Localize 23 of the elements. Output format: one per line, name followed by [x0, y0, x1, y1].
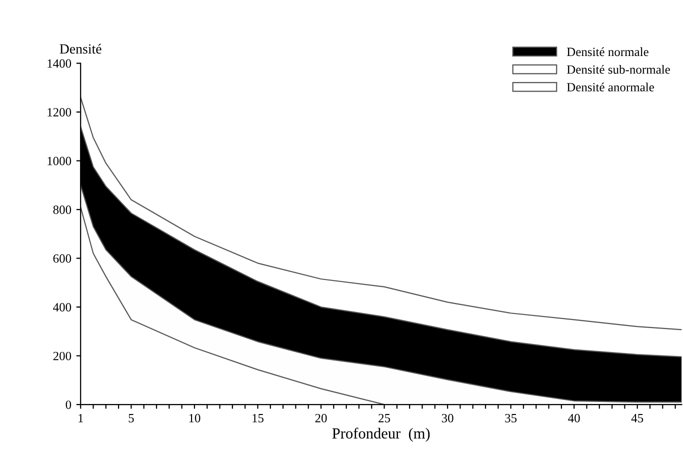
y-tick-label: 0: [66, 400, 72, 409]
y-tick-label: 1200: [48, 108, 72, 116]
y-tick-label: 800: [53, 206, 72, 214]
x-tick-label: 10: [189, 414, 200, 422]
x-tick-label: 5: [128, 414, 134, 422]
y-tick-label: 1000: [48, 156, 72, 166]
legend-label: Densité sub-normale: [566, 64, 670, 74]
x-tick-label: 30: [442, 414, 454, 422]
y-tick-label: 200: [53, 352, 72, 360]
legend-label: Densité normale: [566, 47, 648, 56]
y-axis-title: Densité: [60, 44, 102, 54]
x-tick-label: 1: [78, 414, 83, 422]
x-tick-label: 35: [505, 414, 517, 422]
y-tick-label: 600: [53, 254, 72, 263]
x-tick-label: 15: [252, 414, 264, 422]
x-tick-label: 20: [315, 414, 327, 422]
y-tick-label: 1400: [48, 59, 72, 68]
x-tick-label: 25: [378, 414, 390, 422]
x-axis-title: Profondeur (m): [332, 428, 430, 442]
x-tick-label: 45: [631, 414, 644, 422]
y-tick-label: 400: [53, 303, 72, 312]
legend-label: Densité anormale: [566, 82, 654, 92]
x-tick-label: 40: [568, 414, 580, 422]
